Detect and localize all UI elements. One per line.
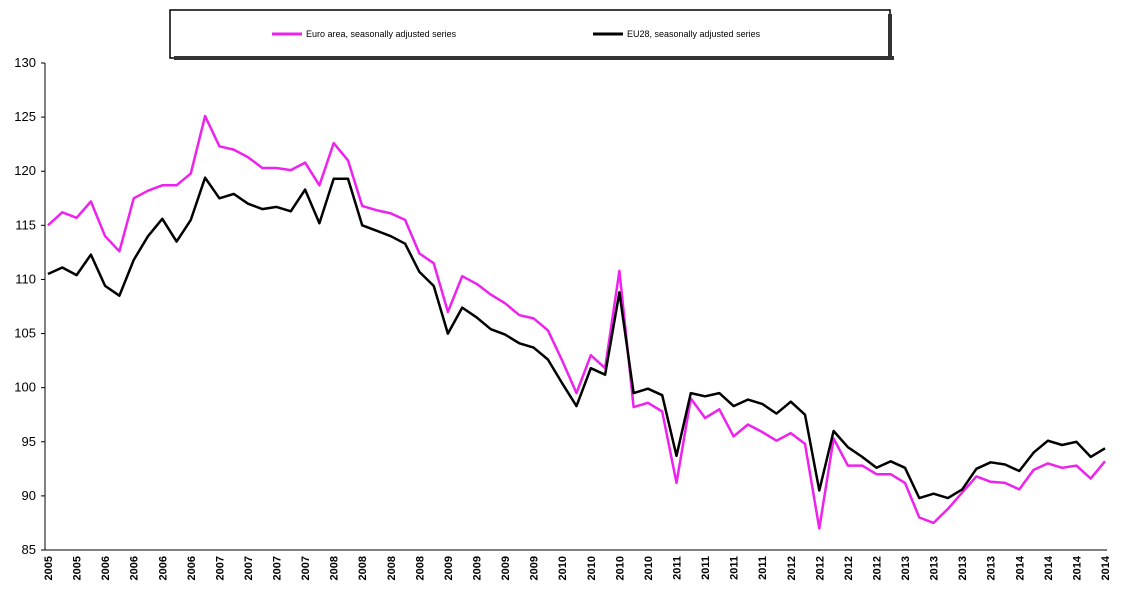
x-tick-label: 2014 (1100, 555, 1112, 580)
x-tick-label: 2012 (786, 556, 798, 580)
x-tick-label: 2012 (871, 556, 883, 580)
y-tick-label: 105 (14, 326, 36, 341)
x-tick-label: 2006 (157, 556, 169, 580)
y-tick-label: 125 (14, 109, 36, 124)
x-tick-label: 2010 (586, 556, 598, 580)
y-tick-label: 110 (15, 271, 36, 286)
x-tick-label: 2011 (700, 556, 712, 580)
x-tick-label: 2009 (529, 556, 541, 580)
x-tick-label: 2010 (643, 556, 655, 580)
x-tick-label: 2009 (472, 556, 484, 580)
x-tick-label: 2007 (214, 556, 226, 580)
x-tick-label: 2007 (300, 556, 312, 580)
y-tick-label: 130 (14, 55, 36, 70)
legend-label: EU28, seasonally adjusted series (627, 29, 761, 39)
x-tick-label: 2009 (443, 556, 455, 580)
x-tick-label: 2006 (186, 556, 198, 580)
x-tick-label: 2013 (929, 556, 941, 580)
y-tick-label: 115 (15, 217, 36, 232)
x-tick-label: 2007 (243, 556, 255, 580)
x-tick-label: 2007 (272, 556, 284, 580)
x-tick-label: 2005 (72, 556, 84, 580)
x-tick-label: 2009 (500, 556, 512, 580)
x-tick-label: 2014 (1043, 555, 1055, 580)
x-tick-label: 2006 (129, 556, 141, 580)
x-tick-label: 2013 (900, 556, 912, 580)
x-tick-label: 2008 (357, 556, 369, 580)
x-tick-label: 2013 (986, 556, 998, 580)
legend-shadow (174, 56, 894, 60)
x-tick-label: 2006 (100, 556, 112, 580)
legend-label: Euro area, seasonally adjusted series (306, 29, 457, 39)
x-tick-label: 2005 (43, 556, 55, 580)
x-tick-label: 2010 (614, 556, 626, 580)
x-tick-label: 2010 (557, 556, 569, 580)
x-tick-label: 2008 (329, 556, 341, 580)
y-tick-label: 95 (22, 434, 36, 449)
x-tick-label: 2011 (757, 556, 769, 580)
x-tick-label: 2014 (1071, 555, 1083, 580)
x-tick-label: 2008 (386, 556, 398, 580)
legend-shadow (888, 14, 892, 60)
y-tick-label: 100 (14, 380, 36, 395)
line-series (47, 176, 1106, 500)
y-tick-label: 85 (22, 542, 36, 557)
legend: Euro area, seasonally adjusted series EU2… (272, 29, 761, 39)
x-tick-label: 2012 (843, 556, 855, 580)
line-series (47, 114, 1106, 530)
x-tick-label: 2012 (814, 556, 826, 580)
x-tick-label: 2014 (1014, 555, 1026, 580)
x-tick-label: 2008 (414, 556, 426, 580)
y-tick-label: 90 (22, 488, 36, 503)
x-tick-label: 2011 (671, 556, 683, 580)
y-tick-label: 120 (14, 163, 36, 178)
x-tick-label: 2013 (957, 556, 969, 580)
x-tick-label: 2011 (729, 556, 741, 580)
